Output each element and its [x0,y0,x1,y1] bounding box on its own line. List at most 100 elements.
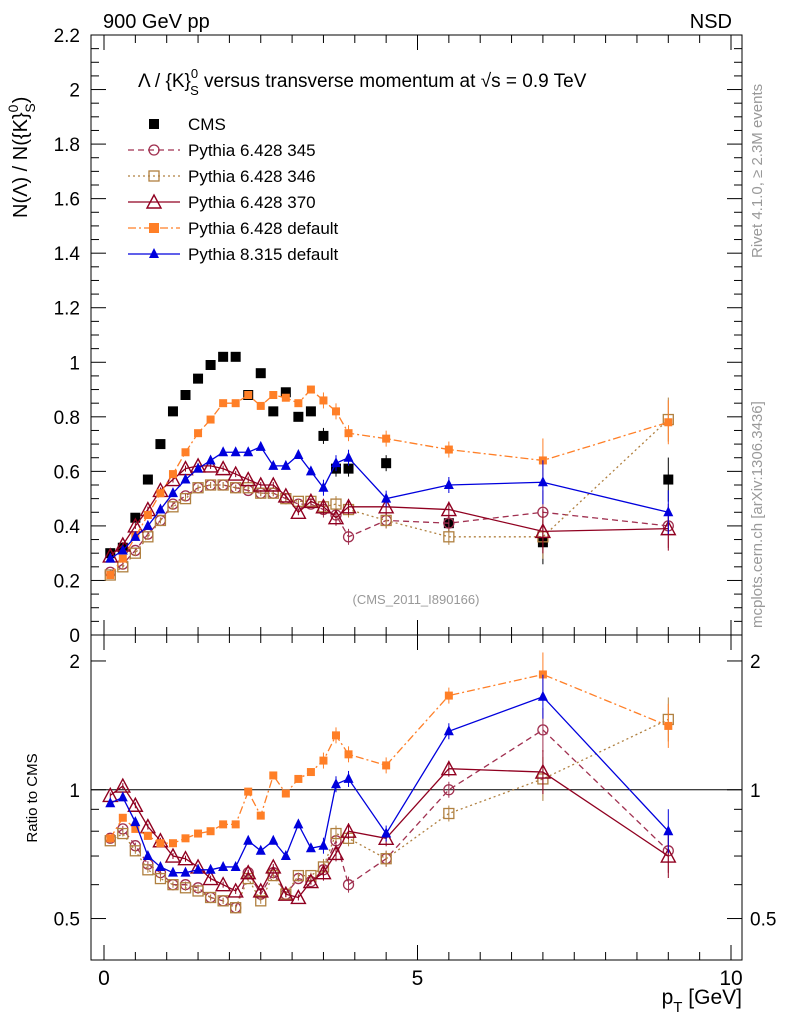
data-point [381,827,392,838]
x-axis-label: pT [GeV] [662,986,742,1016]
data-point [143,831,152,840]
data-point [256,401,265,410]
data-point [330,778,341,789]
data-point [293,818,304,829]
data-point [117,544,128,555]
data-point [242,482,254,494]
series-line [109,729,669,909]
data-point [205,360,216,370]
data-point [443,784,455,796]
data-point [231,820,240,829]
ratio-tick-label: 0.5 [54,910,80,931]
xlabel-main: p [662,986,674,1009]
data-point [377,829,395,846]
data-point [293,449,304,459]
data-point [177,850,194,866]
x-tick-label: 0 [98,967,110,990]
data-point [281,393,290,402]
data-point [343,772,354,783]
data-point [382,434,391,443]
data-point [240,471,257,487]
data-point [192,482,204,494]
ylabel-sup: 0 [5,104,21,112]
data-point [664,418,673,427]
data-point [660,520,677,536]
data-point [180,473,191,484]
data-point [664,721,673,730]
data-point [343,451,354,462]
data-point [344,750,353,759]
data-point [381,492,392,503]
data-point [342,879,355,891]
data-point [106,571,115,579]
data-point [534,763,552,779]
data-point [217,479,229,491]
data-point [227,882,244,898]
data-point [167,487,178,498]
y-tick-label: 0.2 [54,571,80,592]
y-axis-label: N(Λ) / N({K}0S) [5,97,38,218]
series-line [109,484,669,573]
mcplots-label: mcplots.cern.ch [arXiv:1306.3436] [749,401,766,628]
data-point [143,511,152,519]
data-point [305,465,316,476]
data-point [343,463,354,474]
data-point [168,839,177,848]
data-point [218,351,229,362]
data-point [240,864,257,880]
data-point [105,797,116,808]
data-point [230,902,242,914]
data-point [663,506,674,517]
data-point [104,569,116,581]
legend-marker [149,248,159,258]
legend-item: Pythia 8.315 default [128,245,339,264]
y-tick-label: 2 [69,81,80,102]
data-point [663,474,674,485]
data-point [306,768,315,777]
data-point [154,514,167,527]
data-point [214,460,232,476]
data-point [129,845,142,857]
ratio-ticks: 0 5 10 0.5 0.5 1 1 2 2 [54,635,776,990]
data-point [231,399,240,408]
legend-marker [148,170,160,182]
data-point [318,839,329,850]
data-point [214,876,232,892]
data-point [218,446,229,457]
data-point [380,514,392,527]
data-point [127,796,144,812]
data-point [142,531,154,543]
legend-marker [149,119,159,129]
series-0 [105,351,674,565]
series-5 [105,674,674,877]
data-point [318,430,329,441]
data-point [252,476,269,492]
data-point [340,822,357,838]
data-point [440,501,458,517]
data-point [117,791,128,802]
data-point [131,824,140,833]
y-tick-label: 1.4 [54,244,81,265]
data-point [155,860,166,871]
data-point [265,476,282,492]
data-point [155,503,166,514]
data-point [268,834,279,845]
data-point [443,807,455,820]
data-point [444,445,453,454]
data-point [179,492,192,505]
data-point [290,503,307,519]
data-point [181,448,190,457]
data-point [265,858,282,874]
series-4 [106,385,673,579]
data-point [117,827,129,840]
data-point [382,761,391,770]
legend-label: CMS [188,115,226,134]
data-point [243,834,254,845]
data-point [315,864,332,880]
data-point [306,385,315,394]
data-point [217,895,229,907]
data-point [181,834,190,843]
xlabel-tail: [GeV] [682,986,742,1009]
series-3 [102,457,677,563]
